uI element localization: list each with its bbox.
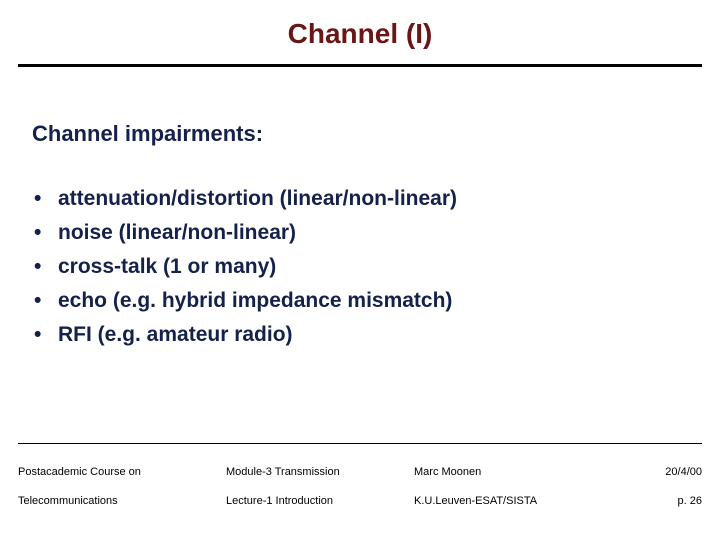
footer-text: Postacademic Course on	[18, 465, 188, 480]
section-heading: Channel impairments:	[32, 121, 720, 147]
footer-col-author: Marc Moonen K.U.Leuven-ESAT/SISTA	[414, 450, 604, 524]
footer-col-module: Module-3 Transmission Lecture-1 Introduc…	[226, 450, 376, 524]
title-rule	[18, 64, 702, 67]
bullet-text: attenuation/distortion (linear/non-linea…	[58, 187, 457, 211]
footer-text: Telecommunications	[18, 494, 188, 509]
footer-columns: Postacademic Course on Telecommunication…	[18, 450, 702, 524]
footer-col-date-page: 20/4/00 p. 26	[642, 450, 702, 524]
slide: Channel (I) Channel impairments: attenua…	[0, 0, 720, 540]
footer-text: Lecture-1 Introduction	[226, 494, 376, 509]
slide-title: Channel (I)	[0, 0, 720, 64]
footer: Postacademic Course on Telecommunication…	[0, 443, 720, 524]
list-item: RFI (e.g. amateur radio)	[34, 323, 720, 347]
bullet-text: echo (e.g. hybrid impedance mismatch)	[58, 289, 452, 313]
bullet-list: attenuation/distortion (linear/non-linea…	[34, 187, 720, 347]
footer-col-course: Postacademic Course on Telecommunication…	[18, 450, 188, 524]
bullet-text: cross-talk (1 or many)	[58, 255, 276, 279]
footer-rule	[18, 443, 702, 444]
list-item: echo (e.g. hybrid impedance mismatch)	[34, 289, 720, 313]
footer-text: K.U.Leuven-ESAT/SISTA	[414, 494, 604, 509]
footer-text: 20/4/00	[642, 465, 702, 480]
footer-text: p. 26	[642, 494, 702, 509]
footer-text: Module-3 Transmission	[226, 465, 376, 480]
footer-text: Marc Moonen	[414, 465, 604, 480]
list-item: cross-talk (1 or many)	[34, 255, 720, 279]
bullet-text: noise (linear/non-linear)	[58, 221, 296, 245]
list-item: noise (linear/non-linear)	[34, 221, 720, 245]
list-item: attenuation/distortion (linear/non-linea…	[34, 187, 720, 211]
bullet-text: RFI (e.g. amateur radio)	[58, 323, 293, 347]
